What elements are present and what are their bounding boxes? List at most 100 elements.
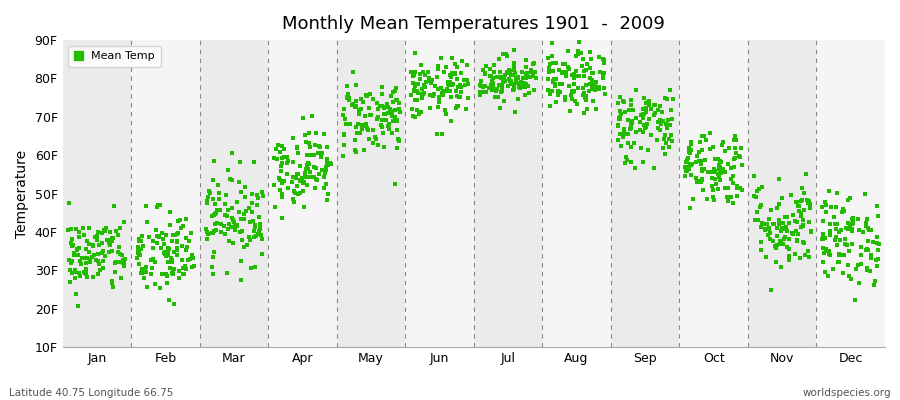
Point xyxy=(439,64,454,70)
Point xyxy=(369,100,383,106)
Point xyxy=(307,174,321,180)
Point xyxy=(851,262,866,268)
Point xyxy=(205,264,220,271)
Point xyxy=(78,260,93,266)
Point xyxy=(432,97,446,104)
Point xyxy=(163,265,177,272)
Point xyxy=(752,186,766,192)
Point xyxy=(445,118,459,124)
Point xyxy=(577,73,591,79)
Point xyxy=(89,256,104,263)
Point xyxy=(99,225,113,232)
Point xyxy=(851,227,866,234)
Point xyxy=(95,258,110,264)
Point xyxy=(413,71,428,77)
Point xyxy=(500,68,514,75)
Point xyxy=(276,178,291,184)
Point xyxy=(407,87,421,94)
Point xyxy=(761,225,776,232)
Point xyxy=(337,112,351,118)
Point xyxy=(863,255,878,262)
Point xyxy=(597,70,611,76)
Point xyxy=(711,186,725,192)
Point xyxy=(777,236,791,242)
Point xyxy=(647,112,662,118)
Point xyxy=(320,157,334,163)
Point xyxy=(680,164,694,170)
Point xyxy=(407,72,421,78)
Point xyxy=(846,215,860,222)
Point xyxy=(317,174,331,180)
Point xyxy=(165,270,179,276)
Point xyxy=(384,93,399,99)
Point xyxy=(707,197,722,204)
Point xyxy=(319,167,333,174)
Point xyxy=(275,180,290,186)
Point xyxy=(201,231,215,238)
Point xyxy=(780,214,795,220)
Point xyxy=(205,196,220,202)
Point xyxy=(270,142,284,148)
Point xyxy=(732,153,746,159)
Point xyxy=(62,199,77,206)
Point xyxy=(405,71,419,77)
Point xyxy=(213,228,228,235)
Point xyxy=(747,193,761,199)
Point xyxy=(544,53,559,59)
Point xyxy=(770,241,784,248)
Point xyxy=(507,86,521,92)
Point xyxy=(351,121,365,127)
Point xyxy=(340,95,355,101)
Point xyxy=(212,196,226,202)
Point xyxy=(563,92,578,98)
Point xyxy=(88,234,103,240)
Point xyxy=(405,112,419,119)
Point xyxy=(691,177,706,184)
Point xyxy=(734,186,749,193)
Point xyxy=(320,144,334,150)
Point xyxy=(558,95,572,102)
Point xyxy=(131,261,146,268)
Point xyxy=(161,297,176,303)
Point xyxy=(441,79,455,86)
Point xyxy=(95,239,110,246)
Point xyxy=(660,122,674,129)
Point xyxy=(233,229,248,235)
Point xyxy=(273,187,287,194)
Point xyxy=(681,166,696,172)
Point xyxy=(169,246,184,253)
Point xyxy=(788,228,803,234)
Point xyxy=(790,231,805,237)
Point xyxy=(171,229,185,236)
Point xyxy=(860,222,874,229)
Point xyxy=(734,145,748,152)
Point xyxy=(473,78,488,85)
Point xyxy=(230,198,244,205)
Point xyxy=(390,127,404,134)
Point xyxy=(302,143,317,150)
Point xyxy=(795,185,809,192)
Point xyxy=(89,237,104,243)
Point xyxy=(176,256,190,263)
Point xyxy=(610,122,625,129)
Point xyxy=(297,203,311,210)
Point xyxy=(274,214,289,221)
Point xyxy=(153,285,167,292)
Point xyxy=(256,192,270,199)
Point xyxy=(555,81,570,88)
Point xyxy=(91,229,105,235)
Point xyxy=(68,268,82,275)
Point xyxy=(716,142,730,148)
Point xyxy=(107,260,122,266)
Point xyxy=(700,169,715,176)
Point xyxy=(420,69,435,75)
Point xyxy=(541,76,555,83)
Point xyxy=(379,117,393,124)
Point xyxy=(611,99,625,106)
Point xyxy=(508,47,522,53)
Point xyxy=(642,102,656,109)
Point xyxy=(238,208,253,214)
Point xyxy=(502,67,517,74)
Point xyxy=(247,228,261,234)
Point xyxy=(679,158,693,165)
